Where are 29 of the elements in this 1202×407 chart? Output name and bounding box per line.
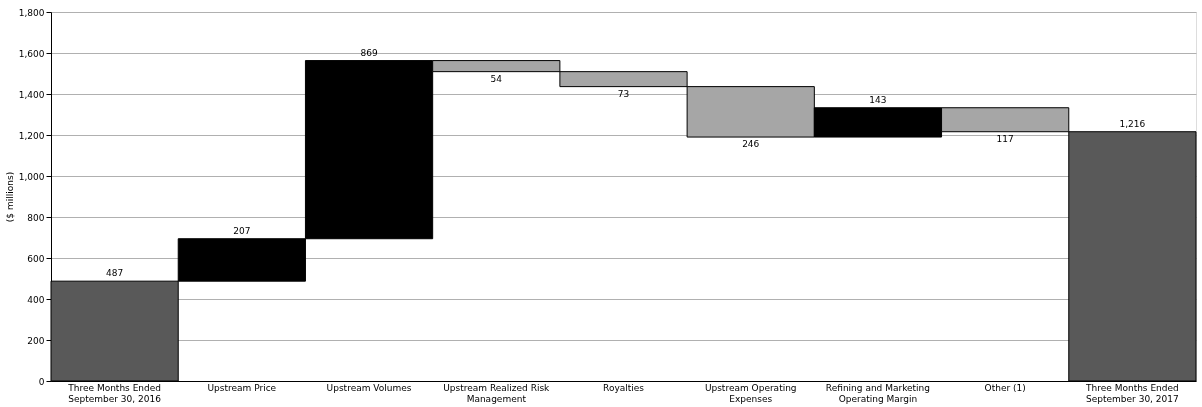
x-tick-label: Three Months Ended September 30, 2017 [1085, 382, 1179, 404]
data-label: 117 [996, 133, 1014, 144]
x-tick-label: Upstream Operating Expenses [704, 382, 797, 404]
x-tick-label: Upstream Realized Risk Management [443, 382, 551, 404]
data-label: 54 [490, 73, 503, 84]
x-tick-label: Other (1) [984, 382, 1026, 393]
y-tick-label: 800 [27, 212, 45, 223]
y-tick-label: 1,400 [18, 89, 45, 100]
x-tick-label: Three Months Ended September 30, 2016 [67, 382, 162, 404]
y-tick-label: 1,600 [18, 48, 45, 59]
data-label: 1,216 [1119, 118, 1146, 129]
data-label: 246 [742, 139, 760, 150]
y-tick-label: 0 [38, 376, 45, 387]
data-label: 143 [869, 94, 887, 105]
x-tick-label: Refining and Marketing Operating Margin [825, 382, 931, 404]
data-label: 869 [360, 47, 378, 58]
y-tick-label: 600 [27, 253, 45, 264]
y-axis-title: ($ millions) [4, 171, 15, 223]
y-tick-label: 1,000 [18, 171, 45, 182]
y-tick-label: 400 [27, 294, 45, 305]
y-tick-label: 1,200 [18, 130, 45, 141]
x-tick-label: Upstream Price [207, 382, 277, 393]
x-tick-label: Royalties [603, 382, 645, 393]
y-tick-label: 200 [27, 335, 45, 346]
x-tick-label: Upstream Volumes [326, 382, 412, 393]
data-label: 73 [617, 88, 630, 99]
y-tick-label: 1,800 [18, 7, 45, 18]
data-label: 207 [233, 225, 251, 236]
data-label: 487 [106, 268, 124, 279]
